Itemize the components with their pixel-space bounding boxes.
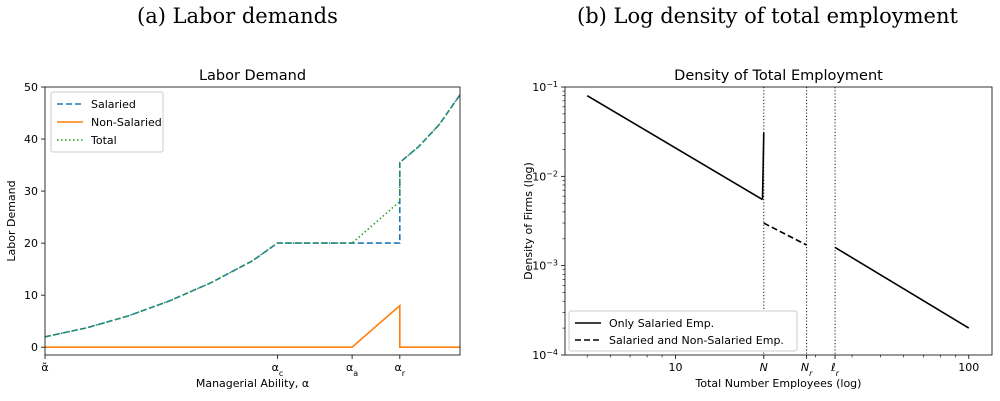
y-tick-label: 10−3 <box>532 258 558 273</box>
series-segment <box>586 94 763 201</box>
labor-demand-chart: Labor Demand 0 10 20 30 40 50 α̃ αc αa αr Manageria… <box>5 68 461 390</box>
chart-title: Density of Total Employment <box>674 68 883 84</box>
y-tick-label: 50 <box>24 81 38 94</box>
x-tick-label: 100 <box>958 361 979 374</box>
x-axis-label: Managerial Ability, α <box>196 377 309 390</box>
series-line-total <box>45 94 460 338</box>
legend-label: Only Salaried Emp. <box>609 317 714 330</box>
y-tick-label: 40 <box>24 133 38 146</box>
x-marker-label: Nr <box>801 361 813 378</box>
x-tick-label: 10 <box>668 361 682 374</box>
legend-label: Salaried and Non-Salaried Emp. <box>609 334 784 347</box>
y-tick-label: 20 <box>24 237 38 250</box>
x-tick-label: αr <box>395 361 406 378</box>
y-tick-label: 10 <box>24 289 38 302</box>
x-axis-label: Total Number Employees (log) <box>695 377 862 390</box>
legend-box <box>50 91 164 153</box>
legend-label: Non-Salaried <box>91 116 162 129</box>
legend-label: Salaried <box>91 98 136 111</box>
x-tick-label: αa <box>346 361 358 378</box>
y-tick-label: 30 <box>24 185 38 198</box>
series-line-non-salaried <box>45 303 460 349</box>
y-tick-label: 10−1 <box>532 80 558 95</box>
legend-box <box>568 310 798 352</box>
series-segment <box>763 222 808 246</box>
chart-title: Labor Demand <box>199 68 306 84</box>
x-marker-label: N <box>760 361 768 374</box>
x-tick-label: α̃ <box>41 361 48 374</box>
plot-frame <box>564 86 993 356</box>
caption-a: (a) Labor demands <box>137 4 338 28</box>
density-chart: Density of Total Employment 10−1 10−2 10−3 1… <box>522 68 993 390</box>
y-tick-label: 0 <box>31 341 38 354</box>
caption-b: (b) Log density of total employment <box>577 4 958 28</box>
x-tick-label: αc <box>272 361 284 378</box>
y-axis-label: Density of Firms (log) <box>522 162 535 280</box>
legend-label: Total <box>90 134 117 147</box>
y-tick-label: 10−4 <box>532 348 558 363</box>
y-axis-label: Labor Demand <box>5 180 18 261</box>
series-segment <box>761 132 765 200</box>
y-tick-label: 10−2 <box>532 169 558 184</box>
plot-frame <box>44 86 461 356</box>
x-marker-label: ℓr <box>830 361 840 378</box>
series-segment <box>834 246 970 329</box>
